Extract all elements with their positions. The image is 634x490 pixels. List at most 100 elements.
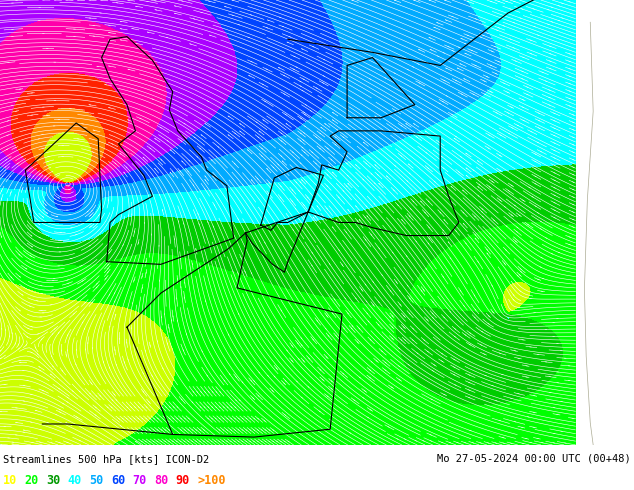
FancyArrowPatch shape (335, 361, 336, 363)
FancyArrowPatch shape (193, 185, 194, 186)
FancyArrowPatch shape (89, 245, 91, 246)
FancyArrowPatch shape (300, 182, 301, 183)
FancyArrowPatch shape (513, 48, 515, 49)
FancyArrowPatch shape (463, 223, 464, 224)
Text: Streamlines 500 hPa [kts] ICON-D2: Streamlines 500 hPa [kts] ICON-D2 (3, 454, 209, 464)
FancyArrowPatch shape (404, 340, 406, 341)
FancyArrowPatch shape (91, 210, 93, 211)
FancyArrowPatch shape (538, 113, 540, 114)
FancyArrowPatch shape (346, 186, 347, 187)
FancyArrowPatch shape (444, 80, 445, 81)
FancyArrowPatch shape (359, 328, 360, 329)
FancyArrowPatch shape (385, 362, 386, 363)
FancyArrowPatch shape (79, 391, 81, 392)
FancyArrowPatch shape (347, 313, 349, 314)
FancyArrowPatch shape (301, 213, 302, 215)
FancyArrowPatch shape (226, 190, 228, 191)
FancyArrowPatch shape (238, 441, 239, 442)
FancyArrowPatch shape (498, 1, 500, 2)
FancyArrowPatch shape (228, 116, 230, 117)
FancyArrowPatch shape (296, 182, 297, 183)
FancyArrowPatch shape (168, 441, 170, 442)
FancyArrowPatch shape (276, 368, 277, 369)
FancyArrowPatch shape (172, 171, 173, 172)
FancyArrowPatch shape (209, 35, 211, 36)
FancyArrowPatch shape (342, 264, 343, 266)
FancyArrowPatch shape (242, 184, 243, 186)
FancyArrowPatch shape (302, 147, 303, 148)
FancyArrowPatch shape (268, 20, 269, 21)
FancyArrowPatch shape (31, 246, 33, 247)
FancyArrowPatch shape (273, 430, 274, 431)
FancyArrowPatch shape (453, 374, 455, 375)
FancyArrowPatch shape (388, 426, 389, 427)
FancyArrowPatch shape (44, 176, 46, 177)
FancyArrowPatch shape (346, 163, 347, 164)
FancyArrowPatch shape (114, 394, 115, 395)
FancyArrowPatch shape (426, 152, 427, 153)
FancyArrowPatch shape (444, 394, 445, 395)
FancyArrowPatch shape (301, 155, 302, 156)
FancyArrowPatch shape (232, 15, 233, 16)
FancyArrowPatch shape (553, 150, 555, 151)
FancyArrowPatch shape (463, 78, 465, 79)
FancyArrowPatch shape (489, 187, 491, 188)
FancyArrowPatch shape (230, 429, 231, 431)
FancyArrowPatch shape (529, 187, 530, 188)
FancyArrowPatch shape (408, 164, 410, 165)
FancyArrowPatch shape (554, 195, 555, 196)
FancyArrowPatch shape (238, 429, 240, 431)
Text: 40: 40 (68, 473, 82, 487)
FancyArrowPatch shape (404, 439, 406, 440)
FancyArrowPatch shape (200, 407, 201, 408)
FancyArrowPatch shape (307, 197, 308, 198)
FancyArrowPatch shape (296, 381, 297, 382)
FancyArrowPatch shape (329, 263, 330, 265)
FancyArrowPatch shape (401, 328, 402, 329)
Text: 20: 20 (25, 473, 39, 487)
FancyArrowPatch shape (223, 441, 224, 442)
FancyArrowPatch shape (366, 163, 367, 164)
FancyArrowPatch shape (366, 301, 367, 302)
FancyArrowPatch shape (300, 163, 301, 164)
FancyArrowPatch shape (164, 441, 166, 442)
FancyArrowPatch shape (280, 441, 281, 442)
FancyArrowPatch shape (398, 204, 399, 206)
FancyArrowPatch shape (92, 301, 93, 303)
FancyArrowPatch shape (107, 144, 108, 145)
FancyArrowPatch shape (79, 440, 81, 441)
FancyArrowPatch shape (274, 376, 275, 377)
FancyArrowPatch shape (482, 35, 484, 36)
FancyArrowPatch shape (281, 133, 282, 134)
FancyArrowPatch shape (301, 338, 302, 339)
FancyArrowPatch shape (441, 192, 443, 193)
FancyArrowPatch shape (283, 75, 285, 76)
FancyArrowPatch shape (319, 411, 320, 412)
FancyArrowPatch shape (11, 277, 12, 278)
FancyArrowPatch shape (477, 186, 479, 188)
FancyArrowPatch shape (418, 49, 420, 50)
FancyArrowPatch shape (211, 418, 212, 419)
FancyArrowPatch shape (82, 280, 83, 281)
FancyArrowPatch shape (215, 418, 216, 419)
FancyArrowPatch shape (450, 121, 451, 122)
FancyArrowPatch shape (283, 94, 285, 95)
FancyArrowPatch shape (253, 398, 254, 399)
FancyArrowPatch shape (346, 232, 347, 233)
FancyArrowPatch shape (286, 123, 287, 124)
FancyArrowPatch shape (554, 202, 555, 203)
FancyArrowPatch shape (466, 175, 467, 176)
FancyArrowPatch shape (145, 430, 146, 431)
FancyArrowPatch shape (469, 390, 470, 391)
FancyArrowPatch shape (246, 418, 247, 419)
FancyArrowPatch shape (480, 37, 482, 38)
FancyArrowPatch shape (300, 86, 301, 87)
FancyArrowPatch shape (473, 94, 474, 95)
FancyArrowPatch shape (393, 190, 394, 191)
FancyArrowPatch shape (54, 328, 55, 329)
FancyArrowPatch shape (403, 316, 404, 317)
FancyArrowPatch shape (281, 155, 282, 157)
FancyArrowPatch shape (99, 221, 100, 222)
FancyArrowPatch shape (250, 61, 252, 62)
FancyArrowPatch shape (180, 441, 181, 442)
